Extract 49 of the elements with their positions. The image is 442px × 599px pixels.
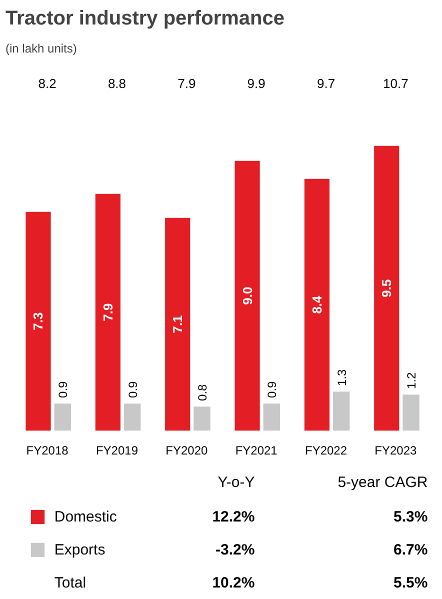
legend-label: Domestic: [54, 508, 118, 526]
text: 5.5%: [394, 574, 428, 592]
data-label: 7.9: [100, 303, 116, 322]
data-label: 9.5: [379, 279, 394, 298]
text: -3.2%: [216, 541, 255, 558]
text: 7.9: [178, 76, 196, 91]
bar: [332, 392, 350, 431]
data-label: 7.1: [170, 315, 186, 334]
text: 9.9: [247, 76, 266, 91]
bar: [124, 404, 141, 431]
bar: [304, 178, 330, 431]
data-label: 1.2: [404, 372, 419, 389]
data-label: 8.4: [309, 294, 324, 314]
text: 10.2%: [212, 574, 255, 592]
text: 5.3%: [394, 508, 428, 526]
chart-subtitle: (in lakh units): [6, 42, 77, 56]
bar: [54, 404, 71, 431]
x-tick-label: FY2020: [166, 444, 208, 458]
text: 5-year CAGR: [338, 474, 428, 491]
bar: [402, 394, 420, 431]
bar: [95, 194, 120, 431]
text: Y-o-Y: [218, 474, 255, 491]
text: 10.7: [383, 76, 408, 91]
data-label: 1.3: [334, 368, 349, 386]
bar: [26, 212, 51, 431]
text: 8.2: [38, 76, 56, 91]
text: 6.7%: [394, 541, 428, 558]
data-label: 9.0: [240, 286, 255, 305]
data-label: 0.9: [126, 380, 140, 398]
data-label: 7.3: [30, 312, 46, 330]
x-tick-label: FY2018: [26, 444, 69, 458]
x-tick-label: FY2022: [305, 444, 348, 458]
bar: [263, 404, 280, 431]
x-tick-label: FY2023: [374, 444, 418, 458]
data-label: 0.9: [56, 380, 70, 398]
bar: [374, 146, 400, 431]
data-label: 0.8: [195, 384, 210, 401]
text: 12.2%: [212, 508, 255, 526]
bar: [165, 218, 190, 431]
x-tick-label: FY2021: [235, 444, 278, 458]
chart-title: Tractor industry performance: [6, 8, 284, 30]
bar: [234, 160, 260, 431]
legend-label: Exports: [54, 541, 106, 558]
text: Total: [54, 574, 86, 592]
text: 8.8: [108, 76, 126, 91]
text: 9.7: [316, 76, 336, 91]
bar: [194, 406, 210, 431]
data-label: 0.9: [265, 380, 280, 398]
x-tick-label: FY2019: [96, 444, 138, 458]
